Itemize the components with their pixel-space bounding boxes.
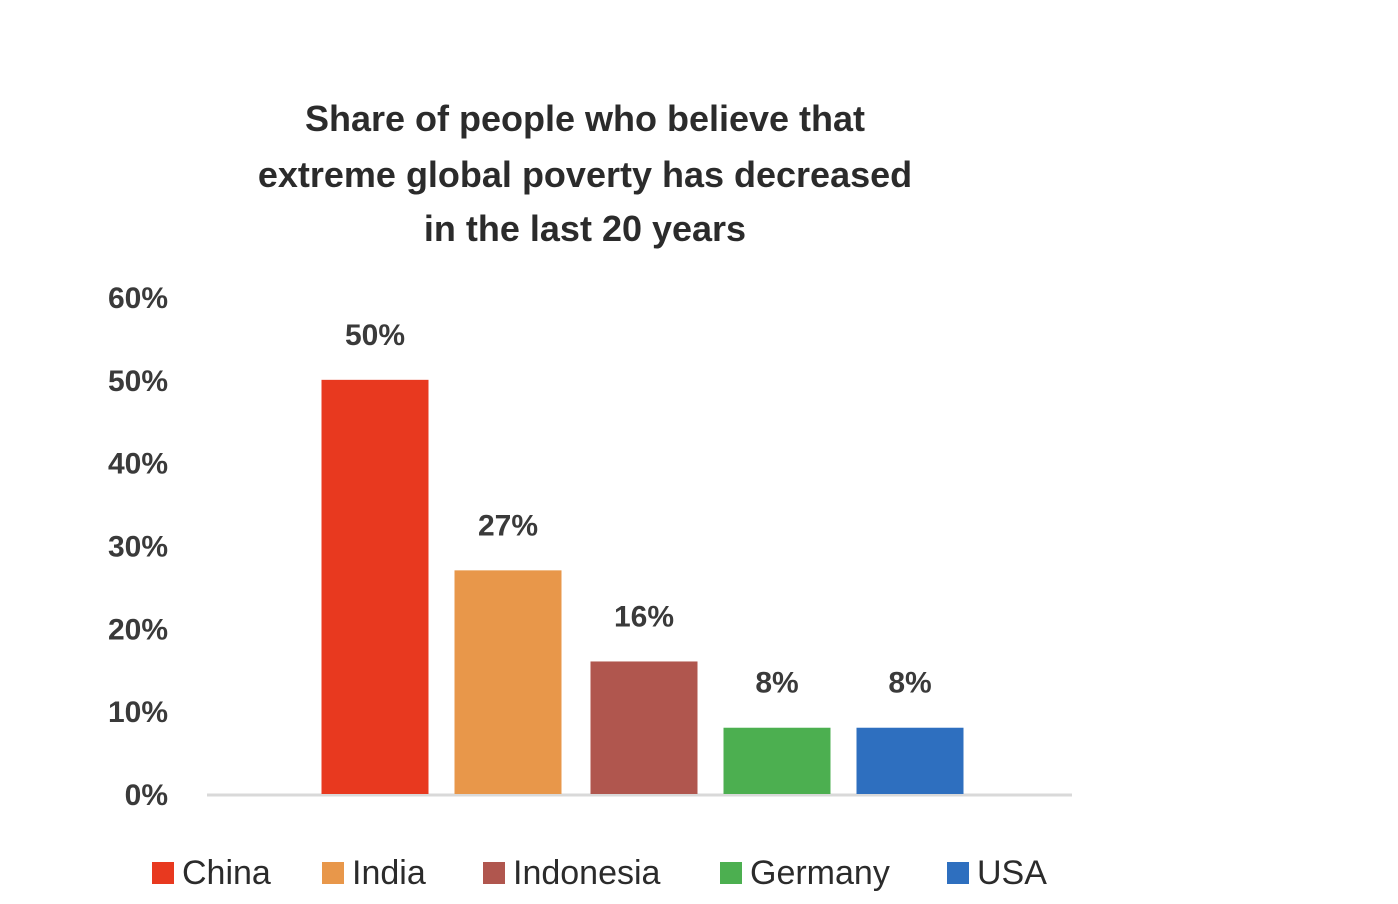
- chart-title: Share of people who believe that extreme …: [258, 98, 912, 249]
- legend-swatch-china: [152, 862, 174, 884]
- data-labels: 50% 27% 16% 8% 8%: [345, 319, 932, 700]
- data-label-indonesia: 16%: [614, 600, 674, 633]
- y-tick-label: 0%: [125, 779, 168, 812]
- bar-usa: [856, 727, 964, 794]
- y-tick-label: 20%: [108, 613, 168, 646]
- data-label-usa: 8%: [888, 667, 931, 700]
- legend: China India Indonesia Germany USA: [152, 854, 1047, 892]
- legend-swatch-usa: [947, 862, 969, 884]
- data-label-china: 50%: [345, 319, 405, 352]
- legend-label-usa: USA: [977, 854, 1047, 892]
- chart-title-line-1: Share of people who believe that: [305, 98, 865, 139]
- bar-china: [321, 379, 429, 794]
- y-axis-ticks: 0% 10% 20% 30% 40% 50% 60%: [108, 282, 168, 812]
- legend-label-indonesia: Indonesia: [513, 854, 661, 892]
- y-tick-label: 40%: [108, 448, 168, 481]
- y-tick-label: 30%: [108, 531, 168, 564]
- bar-germany: [723, 727, 831, 794]
- legend-label-china: China: [182, 854, 271, 892]
- bars: [321, 379, 964, 794]
- legend-swatch-germany: [720, 862, 742, 884]
- y-tick-label: 60%: [108, 282, 168, 315]
- y-tick-label: 50%: [108, 365, 168, 398]
- legend-swatch-indonesia: [483, 862, 505, 884]
- chart-title-line-3: in the last 20 years: [424, 208, 746, 249]
- y-tick-label: 10%: [108, 696, 168, 729]
- chart-title-line-2: extreme global poverty has decreased: [258, 154, 912, 195]
- bar-india: [454, 570, 562, 794]
- bar-indonesia: [590, 661, 698, 794]
- data-label-india: 27%: [478, 509, 538, 542]
- legend-label-germany: Germany: [750, 854, 890, 892]
- legend-swatch-india: [322, 862, 344, 884]
- legend-label-india: India: [352, 854, 426, 892]
- data-label-germany: 8%: [755, 667, 798, 700]
